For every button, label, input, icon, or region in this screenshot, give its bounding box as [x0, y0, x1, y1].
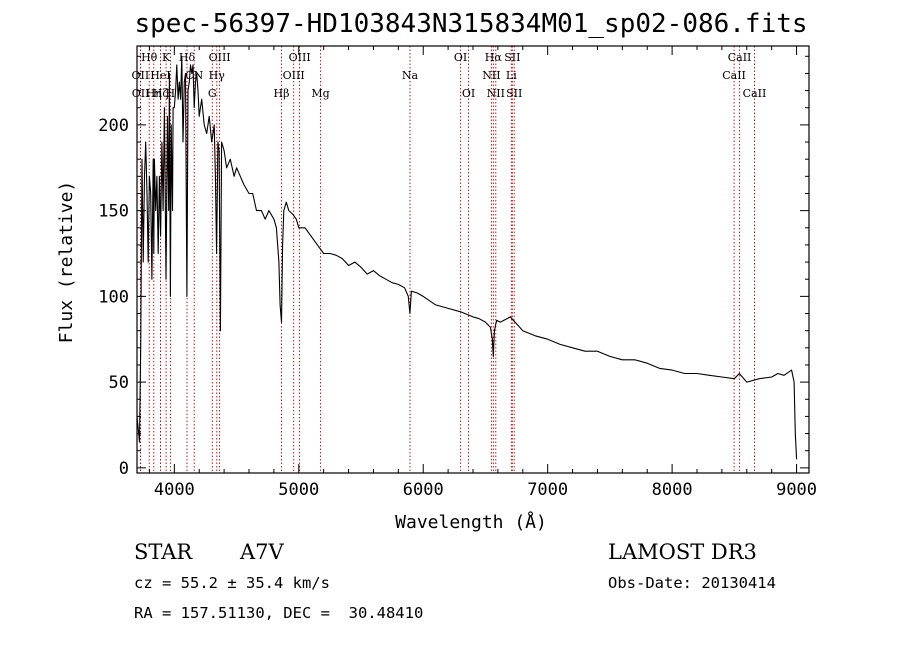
line-label: Hη	[146, 87, 162, 100]
x-axis-label: Wavelength (Å)	[395, 511, 547, 533]
y-tick-label: 100	[98, 287, 129, 307]
chart-title: spec-56397-HD103843N315834M01_sp02-086.f…	[134, 9, 807, 39]
x-tick-label: 8000	[652, 480, 693, 500]
y-tick-label: 0	[119, 459, 129, 479]
survey-name: LAMOST DR3	[608, 540, 757, 564]
y-axis: 0 50 100 150 200	[98, 55, 809, 479]
line-label: CaII	[743, 87, 767, 100]
y-tick-label: 50	[109, 373, 129, 393]
line-label: K	[162, 51, 171, 64]
line-label: HeI	[150, 69, 170, 82]
line-label: Hγ	[209, 69, 226, 82]
object-subclass: A7V	[240, 540, 284, 564]
line-label: Hβ	[274, 87, 290, 100]
line-label: OI	[454, 51, 467, 64]
line-label: H	[166, 87, 176, 100]
line-label: OII	[132, 69, 150, 82]
line-label: G	[208, 87, 217, 100]
line-markers	[139, 46, 755, 473]
y-tick-label: 200	[98, 116, 129, 136]
line-label: Hθ	[141, 51, 158, 64]
x-tick-label: 4000	[154, 480, 195, 500]
x-axis: 4000 5000 6000 7000 8000 9000	[148, 46, 817, 500]
line-label: CN	[185, 69, 203, 82]
line-labels: HθOIIOIIHηHeIHζKHHδCNGOIIIHγHβOIIIOIIIMg…	[132, 51, 767, 100]
line-label: Hζ	[153, 87, 169, 100]
coordinates: RA = 157.51130, DEC = 30.48410	[134, 604, 424, 622]
spectrum-line	[136, 55, 798, 460]
line-label: NII	[482, 69, 500, 82]
line-label: Mg	[311, 87, 329, 100]
x-tick-label: 9000	[776, 480, 817, 500]
line-label: Li	[506, 69, 517, 82]
x-tick-label: 6000	[403, 480, 444, 500]
line-label: OI	[462, 87, 475, 100]
x-tick-label: 5000	[278, 480, 319, 500]
object-class: STAR	[134, 540, 193, 564]
x-tick-label: 7000	[527, 480, 568, 500]
plot-frame	[136, 45, 810, 474]
line-label: SII	[506, 87, 522, 100]
line-label: OIII	[289, 51, 311, 64]
line-label: SII	[504, 51, 520, 64]
line-label: CaII	[722, 69, 746, 82]
redshift-cz: cz = 55.2 ± 35.4 km/s	[134, 574, 330, 592]
obs-date: Obs-Date: 20130414	[608, 574, 776, 592]
line-label: OII	[132, 87, 150, 100]
line-label: CaII	[728, 51, 752, 64]
line-label: OIII	[283, 69, 305, 82]
line-label: NII	[487, 87, 505, 100]
line-label: Hδ	[179, 51, 196, 64]
spectrum-series	[136, 55, 798, 460]
y-axis-label: Flux (relative)	[56, 181, 77, 344]
y-tick-label: 150	[98, 202, 129, 222]
line-label: Na	[402, 69, 419, 82]
line-label: Hα	[485, 51, 503, 64]
line-label: OIII	[209, 51, 231, 64]
